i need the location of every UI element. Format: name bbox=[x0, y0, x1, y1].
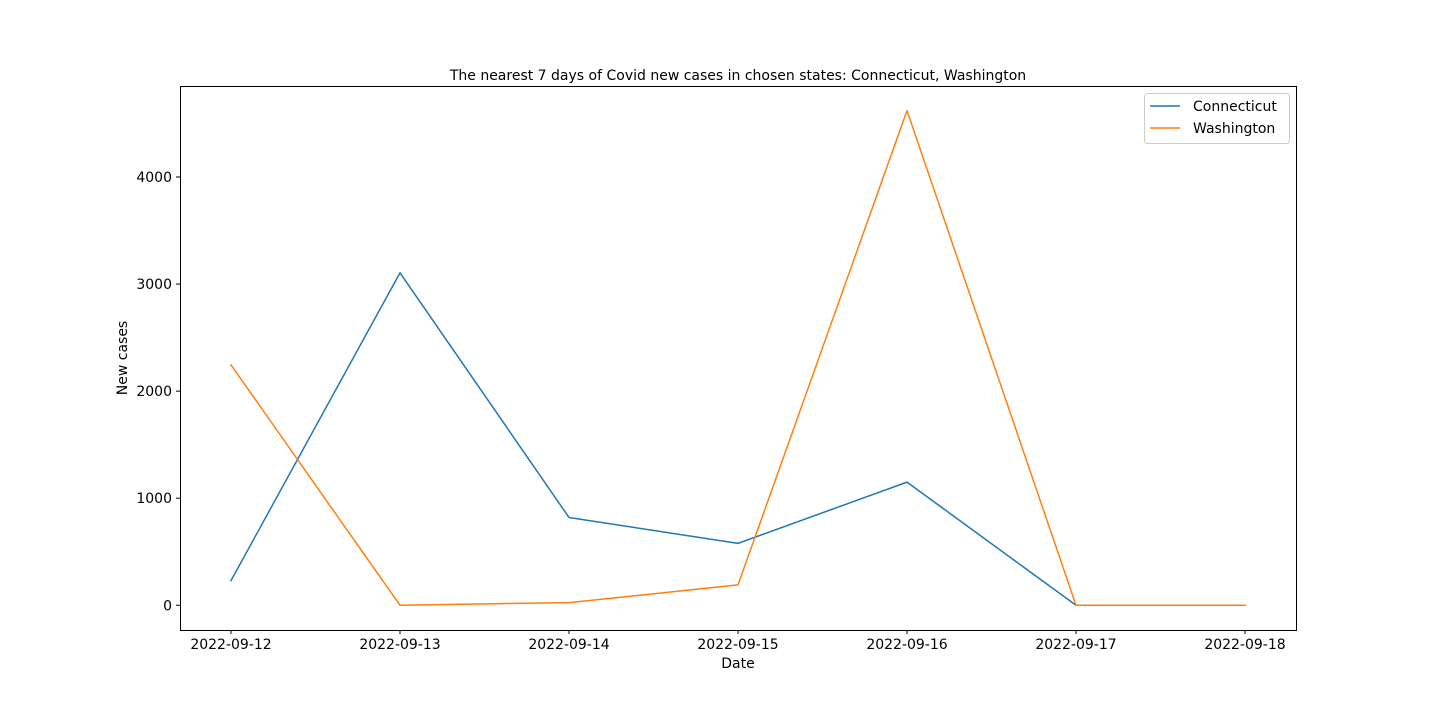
legend-label-washington: Washington bbox=[1193, 121, 1275, 137]
y-tick-label: 0 bbox=[163, 598, 172, 614]
x-tick-label: 2022-09-12 bbox=[190, 637, 271, 653]
y-tick-label: 4000 bbox=[136, 170, 172, 186]
chart-title: The nearest 7 days of Covid new cases in… bbox=[449, 68, 1026, 84]
x-tick-label: 2022-09-16 bbox=[866, 637, 947, 653]
legend-box bbox=[1144, 93, 1290, 144]
y-tick-label: 3000 bbox=[136, 277, 172, 293]
x-tick-label: 2022-09-14 bbox=[528, 637, 609, 653]
legend-label-connecticut: Connecticut bbox=[1193, 99, 1277, 115]
x-tick-label: 2022-09-18 bbox=[1204, 637, 1285, 653]
plot-frame bbox=[180, 86, 1297, 631]
y-tick-label: 1000 bbox=[136, 491, 172, 507]
y-axis-label: New cases bbox=[115, 321, 131, 395]
y-tick-label: 2000 bbox=[136, 384, 172, 400]
x-axis-label: Date bbox=[721, 656, 754, 672]
x-tick-label: 2022-09-17 bbox=[1035, 637, 1116, 653]
x-tick-label: 2022-09-13 bbox=[359, 637, 440, 653]
legend: Connecticut Washington bbox=[1144, 93, 1290, 144]
x-tick-label: 2022-09-15 bbox=[697, 637, 778, 653]
plot-area: 2022-09-12 2022-09-13 2022-09-14 2022-09-15… bbox=[136, 109, 1286, 653]
